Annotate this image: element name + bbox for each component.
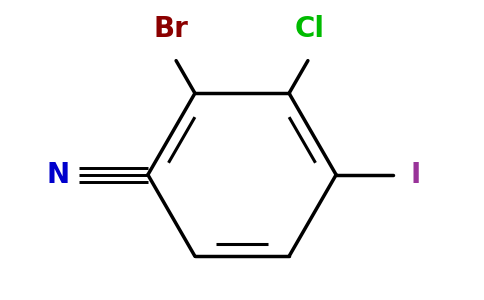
Text: Br: Br xyxy=(154,15,189,43)
Text: I: I xyxy=(410,161,421,189)
Text: N: N xyxy=(46,161,70,189)
Text: Cl: Cl xyxy=(295,15,325,43)
